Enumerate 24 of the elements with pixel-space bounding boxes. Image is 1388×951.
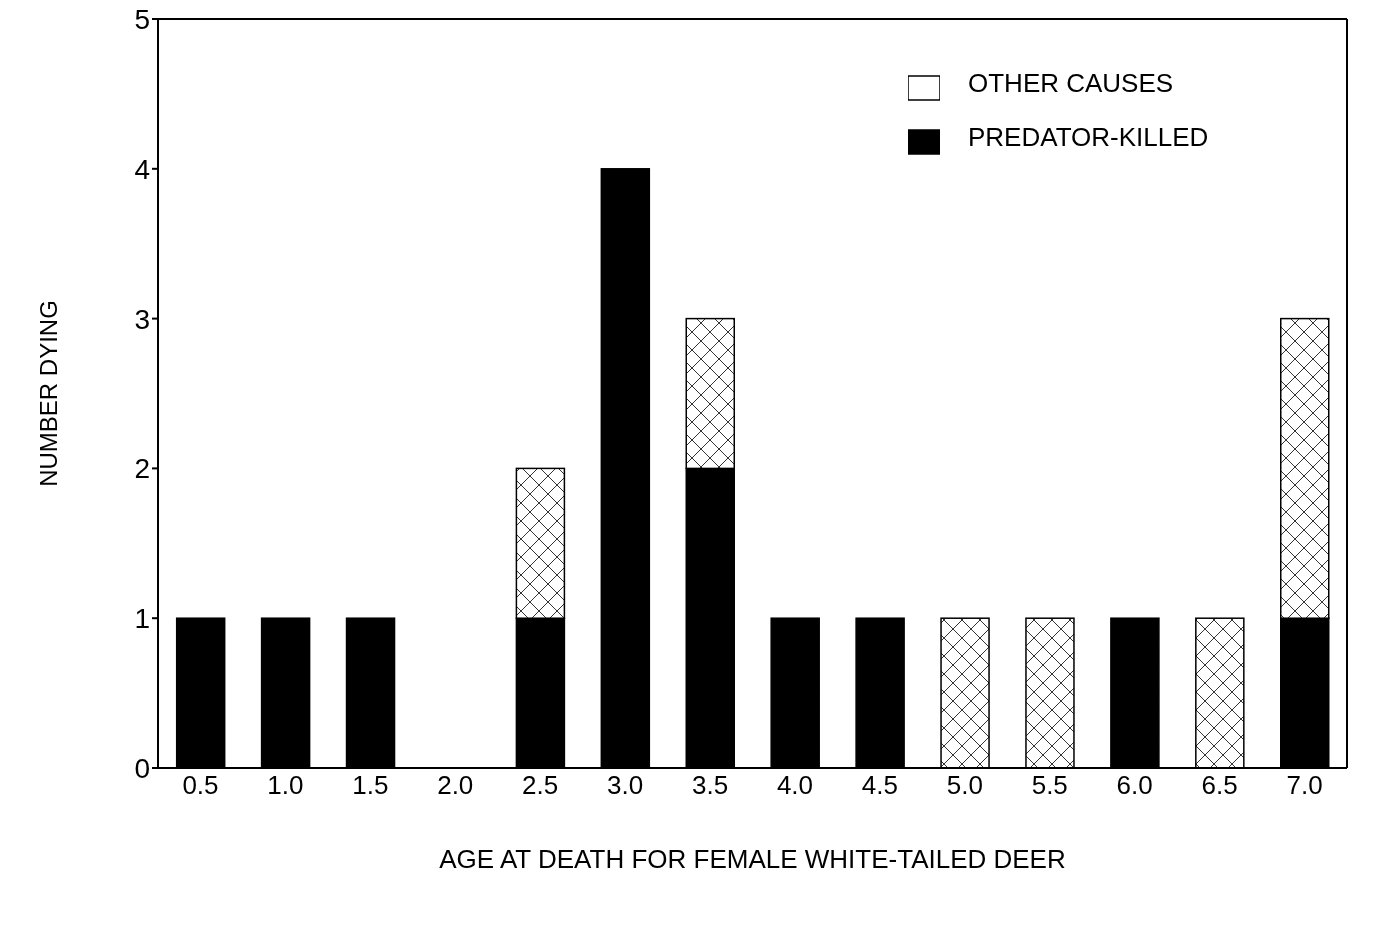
x-tick-label: 3.5 xyxy=(691,770,729,801)
x-tick-label: 1.5 xyxy=(352,770,389,801)
x-tick-label: 1.0 xyxy=(267,770,304,801)
x-tick-label: 2.5 xyxy=(522,770,559,801)
x-tick-label: 7.0 xyxy=(1286,770,1323,801)
y-tick-label: 5 xyxy=(134,3,150,35)
y-tick-label: 2 xyxy=(134,453,150,485)
y-tick-label: 1 xyxy=(134,603,150,635)
x-tick-label: 5.5 xyxy=(1031,770,1068,801)
legend-label: PREDATOR-KILLED xyxy=(968,121,1209,152)
y-tick-label: 4 xyxy=(134,153,150,185)
x-axis-title: AGE AT DEATH FOR FEMALE WHITE-TAILED DEER xyxy=(439,844,1066,874)
x-tick-label: 4.0 xyxy=(776,770,814,801)
x-tick-label: 6.0 xyxy=(1116,770,1153,801)
x-tick-label: 4.5 xyxy=(861,770,898,801)
x-tick-label: 0.5 xyxy=(182,770,219,801)
x-tick-label: 3.0 xyxy=(607,770,644,801)
y-tick-label: 3 xyxy=(134,303,150,335)
legend-label: OTHER CAUSES xyxy=(968,68,1174,98)
y-axis-title: NUMBER DYING xyxy=(34,300,62,487)
y-tick-label: 0 xyxy=(134,752,150,784)
x-tick-label: 5.0 xyxy=(946,770,983,801)
x-tick-label: 2.0 xyxy=(437,770,474,801)
x-tick-label: 6.5 xyxy=(1201,770,1238,801)
